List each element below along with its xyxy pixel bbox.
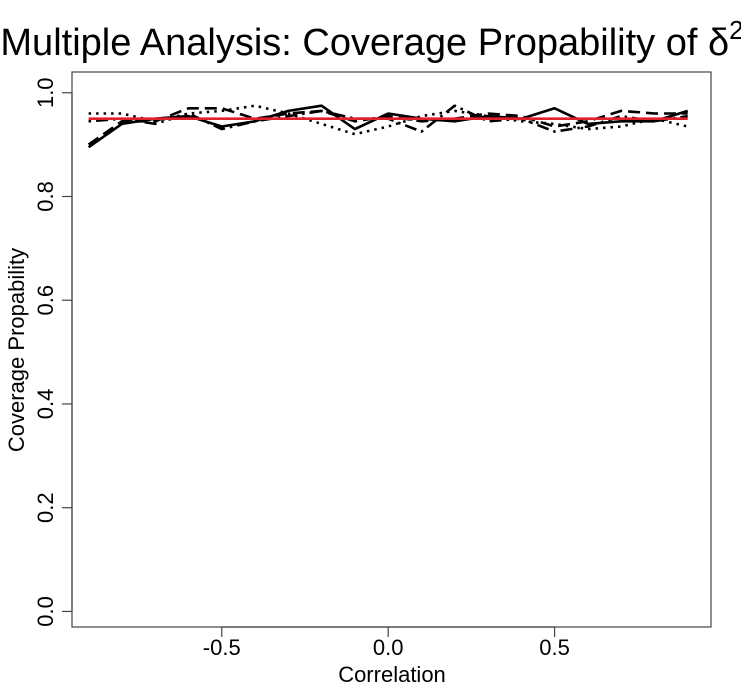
y-tick-label: 1.0 (33, 77, 58, 108)
x-tick-label: -0.5 (203, 635, 241, 660)
series-layer (87, 104, 689, 149)
y-tick-label: 0.6 (33, 285, 58, 316)
plot-frame (71, 71, 712, 628)
series-line-2-dashed (87, 107, 688, 146)
y-axis-title: Coverage Propability (4, 248, 29, 452)
chart-title-superscript: 2 (729, 15, 741, 45)
x-tick-label: 0.5 (539, 635, 570, 660)
y-tick-label: 0.2 (33, 492, 58, 523)
x-axis-title: Correlation (338, 662, 446, 687)
y-axis: 0.0 0.2 0.4 0.6 0.8 1.0 (33, 77, 73, 627)
series-line-1-solid (87, 104, 689, 149)
chart-title: Multiple Analysis: Coverage Propability … (0, 15, 741, 64)
y-tick-label: 0.4 (33, 389, 58, 420)
x-axis: -0.5 0.0 0.5 (203, 626, 570, 660)
chart-title-main: Multiple Analysis: Coverage Propability … (0, 22, 729, 64)
y-tick-label: 0.0 (33, 596, 58, 627)
x-tick-label: 0.0 (373, 635, 404, 660)
y-tick-label: 0.8 (33, 181, 58, 212)
